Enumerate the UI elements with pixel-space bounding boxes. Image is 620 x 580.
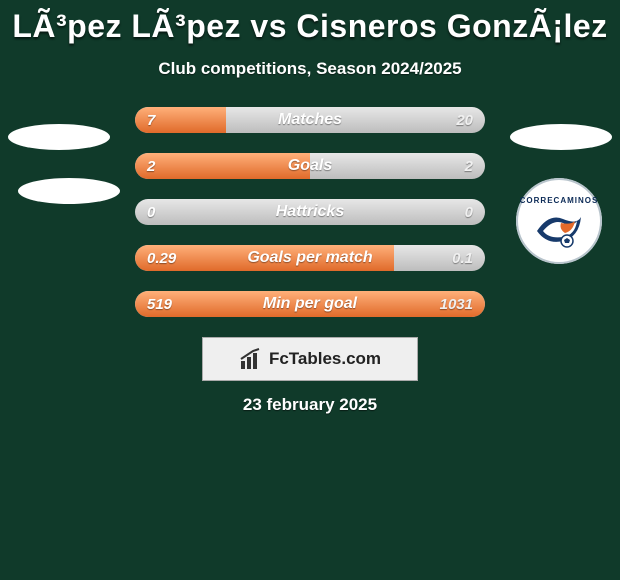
datestamp: 23 february 2025 [0,395,620,415]
watermark-text: FcTables.com [269,349,381,369]
stat-label: Goals per match [135,245,485,271]
stat-row: 519Min per goal1031 [135,291,485,317]
stats-table: 7Matches202Goals20Hattricks00.29Goals pe… [135,107,485,317]
stat-label: Goals [135,153,485,179]
stat-value-right: 2 [453,153,485,179]
chart-icon [239,347,263,371]
watermark: FcTables.com [202,337,418,381]
stat-label: Hattricks [135,199,485,225]
stat-value-right: 20 [444,107,485,133]
stat-label: Matches [135,107,485,133]
stat-row: 7Matches20 [135,107,485,133]
stat-row: 2Goals2 [135,153,485,179]
stat-row: 0Hattricks0 [135,199,485,225]
stat-value-right: 0 [453,199,485,225]
stat-row: 0.29Goals per match0.1 [135,245,485,271]
stat-value-right: 0.1 [440,245,485,271]
page-title: LÃ³pez LÃ³pez vs Cisneros GonzÃ¡lez [0,0,620,45]
stat-value-right: 1031 [428,291,485,317]
subtitle: Club competitions, Season 2024/2025 [0,59,620,79]
